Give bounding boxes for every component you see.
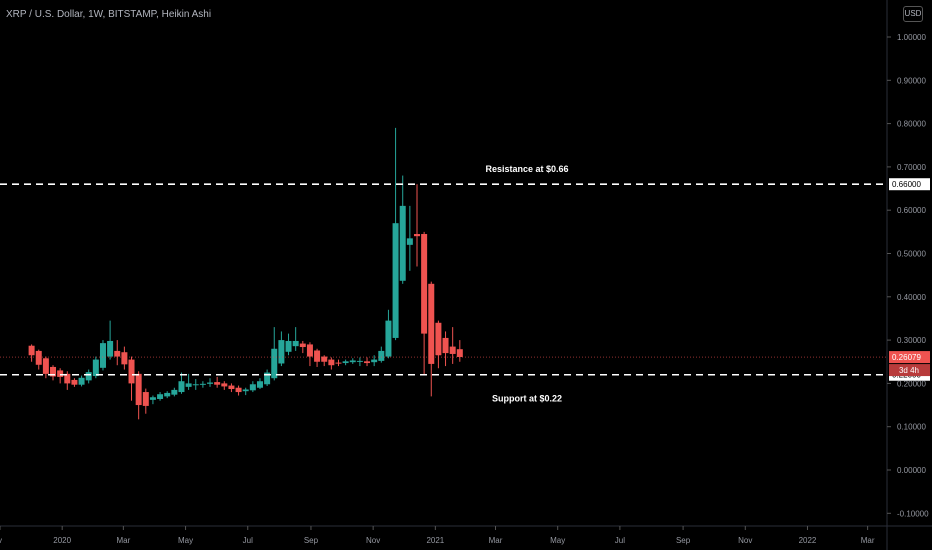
x-tick-label: v: [0, 536, 2, 545]
candle-body[interactable]: [199, 383, 206, 385]
resistance-label: Resistance at $0.66: [485, 164, 568, 174]
candle-body[interactable]: [157, 394, 164, 399]
x-tick-label: Nov: [366, 536, 380, 545]
candle-body[interactable]: [228, 385, 235, 390]
currency-button[interactable]: USD: [903, 6, 923, 22]
candle-body[interactable]: [107, 340, 114, 357]
y-tick-label: 0.00000: [897, 466, 926, 475]
candle-body[interactable]: [442, 337, 449, 354]
candle-body[interactable]: [428, 283, 435, 364]
candle-body[interactable]: [413, 234, 420, 237]
candle-body[interactable]: [406, 238, 413, 245]
candle-body[interactable]: [185, 383, 192, 387]
candle-body[interactable]: [178, 381, 185, 393]
candle-body[interactable]: [392, 223, 399, 338]
candle-body[interactable]: [149, 397, 156, 400]
y-tick-label: -0.10000: [897, 509, 929, 518]
candle-body[interactable]: [192, 384, 199, 386]
price-axis-line-value: 0.66000: [892, 180, 921, 189]
candle-body[interactable]: [85, 372, 92, 381]
candle-body[interactable]: [78, 377, 85, 385]
candle-body[interactable]: [28, 345, 35, 356]
y-tick-label: 0.20000: [897, 379, 926, 388]
x-tick-label: 2020: [53, 536, 71, 545]
candle-body[interactable]: [435, 322, 442, 356]
y-tick-label: 0.90000: [897, 76, 926, 85]
y-tick-label: 0.40000: [897, 293, 926, 302]
candle-body[interactable]: [421, 234, 428, 334]
countdown-value: 3d 4h: [899, 366, 919, 375]
y-tick-label: 0.80000: [897, 120, 926, 129]
candle-body[interactable]: [349, 360, 356, 363]
candle-body[interactable]: [271, 348, 278, 379]
candle-body[interactable]: [371, 359, 378, 363]
candle-body[interactable]: [278, 340, 285, 364]
candle-body[interactable]: [235, 387, 242, 393]
y-tick-label: 0.50000: [897, 250, 926, 259]
candle-body[interactable]: [399, 205, 406, 281]
candle-body[interactable]: [164, 392, 171, 397]
candle-body[interactable]: [321, 356, 328, 362]
x-tick-label: Sep: [676, 536, 691, 545]
candle-body[interactable]: [214, 382, 221, 385]
candle-body[interactable]: [114, 350, 121, 357]
candle-body[interactable]: [142, 392, 149, 406]
candle-body[interactable]: [264, 372, 271, 385]
x-tick-label: May: [178, 536, 193, 545]
x-tick-label: Jul: [615, 536, 625, 545]
candle-body[interactable]: [128, 359, 135, 384]
candle-body[interactable]: [242, 389, 249, 392]
candle-body[interactable]: [92, 359, 99, 377]
x-tick-label: Jul: [243, 536, 253, 545]
x-tick-label: Nov: [738, 536, 752, 545]
candle-body[interactable]: [385, 320, 392, 357]
candle-body[interactable]: [42, 358, 49, 374]
y-tick-label: 0.30000: [897, 336, 926, 345]
x-tick-label: 2021: [426, 536, 444, 545]
candle-body[interactable]: [449, 346, 456, 354]
candle-body[interactable]: [378, 350, 385, 361]
x-tick-label: Mar: [489, 536, 503, 545]
candle-body[interactable]: [306, 344, 313, 357]
candle-body[interactable]: [99, 343, 106, 368]
candle-body[interactable]: [221, 383, 228, 387]
candle-body[interactable]: [249, 384, 256, 391]
candle-body[interactable]: [292, 340, 299, 347]
y-tick-label: 0.10000: [897, 423, 926, 432]
last-price-value: 0.26079: [892, 353, 921, 362]
candle-body[interactable]: [356, 360, 363, 362]
candle-body[interactable]: [71, 379, 78, 385]
candle-body[interactable]: [314, 350, 321, 362]
last-price-tag: [889, 351, 930, 364]
candle-body[interactable]: [35, 350, 42, 365]
x-tick-label: Mar: [861, 536, 875, 545]
candle-body[interactable]: [207, 382, 214, 384]
countdown-tag: [889, 364, 930, 377]
candle-body[interactable]: [335, 362, 342, 364]
y-tick-label: 0.70000: [897, 163, 926, 172]
candle-body[interactable]: [328, 359, 335, 366]
candle-body[interactable]: [171, 389, 178, 395]
candle-body[interactable]: [57, 370, 64, 377]
x-tick-label: Mar: [116, 536, 130, 545]
candle-body[interactable]: [342, 361, 349, 364]
candle-body[interactable]: [285, 340, 292, 352]
candle-body[interactable]: [64, 373, 71, 384]
candle-body[interactable]: [299, 343, 306, 348]
candle-body[interactable]: [121, 352, 128, 365]
candle-body[interactable]: [364, 361, 371, 364]
candle-body[interactable]: [50, 366, 57, 377]
x-tick-label: 2022: [799, 536, 817, 545]
support-label: Support at $0.22: [492, 394, 562, 404]
x-tick-label: May: [550, 536, 565, 545]
y-tick-label: 0.60000: [897, 206, 926, 215]
candle-body[interactable]: [256, 381, 263, 388]
candle-body[interactable]: [135, 373, 142, 406]
candle-body[interactable]: [456, 349, 463, 357]
x-tick-label: Sep: [304, 536, 319, 545]
chart-title: XRP / U.S. Dollar, 1W, BITSTAMP, Heikin …: [6, 9, 212, 20]
price-axis-line-tag: [889, 178, 930, 191]
y-tick-label: 1.00000: [897, 33, 926, 42]
